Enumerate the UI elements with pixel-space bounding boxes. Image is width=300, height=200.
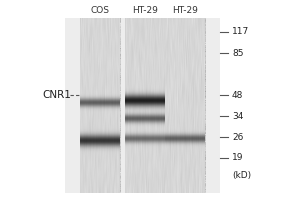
Text: 85: 85 (232, 48, 244, 58)
Text: 48: 48 (232, 90, 243, 99)
Text: COS: COS (91, 6, 110, 15)
Text: HT-29: HT-29 (132, 6, 158, 15)
Text: 26: 26 (232, 132, 243, 142)
Text: (kD): (kD) (232, 171, 251, 180)
Text: CNR1: CNR1 (42, 90, 71, 100)
Text: HT-29: HT-29 (172, 6, 198, 15)
Text: 34: 34 (232, 112, 243, 120)
Text: 19: 19 (232, 154, 244, 162)
Text: 117: 117 (232, 27, 249, 36)
